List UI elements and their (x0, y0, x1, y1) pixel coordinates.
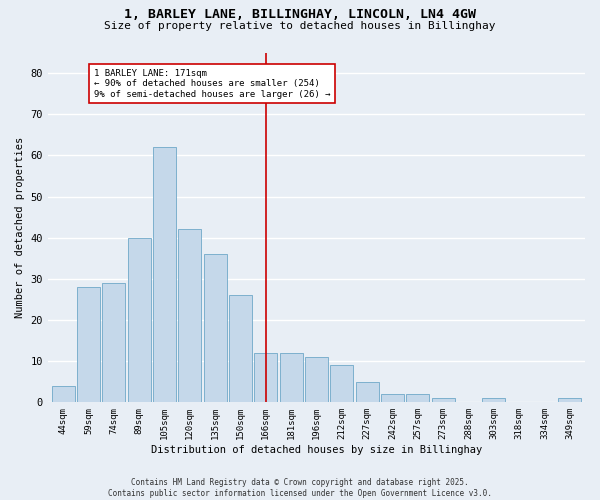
Bar (432, 398, 455, 402)
Bar (331, 366, 353, 403)
Bar (356, 382, 379, 402)
Bar (178, 230, 201, 402)
Text: Size of property relative to detached houses in Billinghay: Size of property relative to detached ho… (104, 21, 496, 31)
Y-axis label: Number of detached properties: Number of detached properties (15, 137, 25, 318)
Bar (128, 238, 151, 402)
Bar (305, 357, 328, 403)
Bar (229, 296, 252, 403)
Bar (77, 287, 100, 403)
Bar (204, 254, 227, 402)
X-axis label: Distribution of detached houses by size in Billinghay: Distribution of detached houses by size … (151, 445, 482, 455)
Text: Contains HM Land Registry data © Crown copyright and database right 2025.
Contai: Contains HM Land Registry data © Crown c… (108, 478, 492, 498)
Bar (52, 386, 74, 402)
Bar (406, 394, 429, 402)
Bar (280, 353, 302, 403)
Bar (153, 147, 176, 403)
Bar (103, 283, 125, 403)
Bar (559, 398, 581, 402)
Bar (482, 398, 505, 402)
Bar (381, 394, 404, 402)
Text: 1, BARLEY LANE, BILLINGHAY, LINCOLN, LN4 4GW: 1, BARLEY LANE, BILLINGHAY, LINCOLN, LN4… (124, 8, 476, 20)
Text: 1 BARLEY LANE: 171sqm
← 90% of detached houses are smaller (254)
9% of semi-deta: 1 BARLEY LANE: 171sqm ← 90% of detached … (94, 69, 330, 99)
Bar (254, 353, 277, 403)
